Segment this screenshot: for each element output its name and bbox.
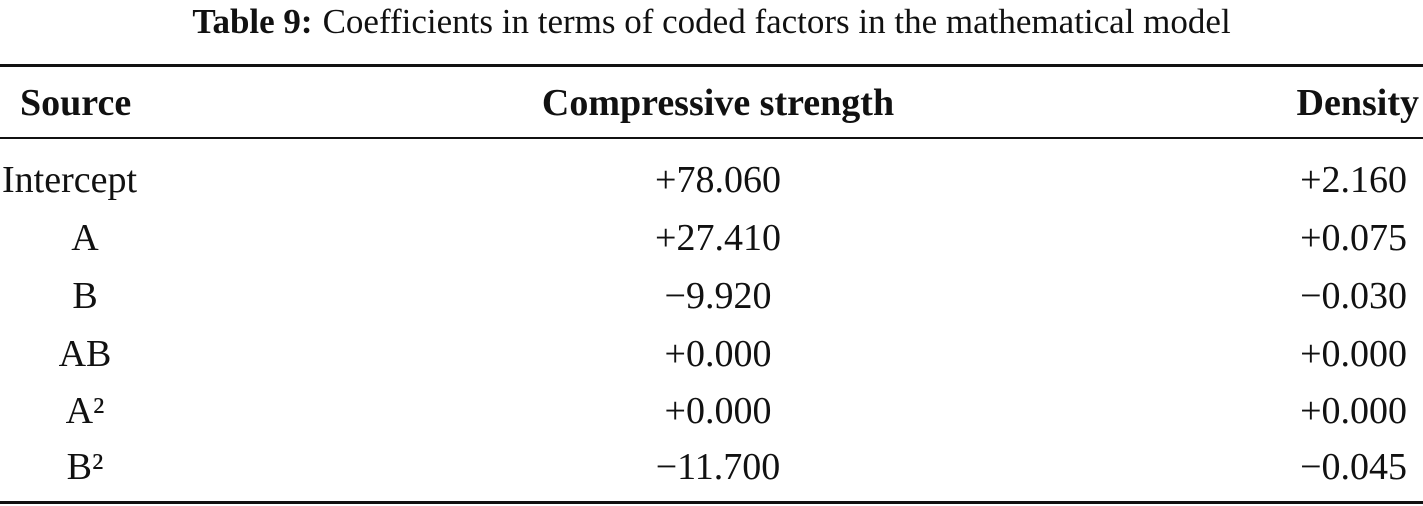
table-cell: +78.060 xyxy=(655,159,781,201)
table-cell: −11.700 xyxy=(655,446,781,488)
table-cell: +0.000 xyxy=(664,390,772,432)
header-rule xyxy=(0,137,1423,139)
table-cell: +0.000 xyxy=(1300,390,1407,432)
row-label: B² xyxy=(66,446,104,488)
bottom-rule xyxy=(0,501,1423,504)
row-label: A xyxy=(71,217,99,259)
row-label: Intercept xyxy=(2,159,138,201)
caption-text: Coefficients in terms of coded factors i… xyxy=(322,2,1231,41)
table-cell: +27.410 xyxy=(655,217,781,259)
row-label: A² xyxy=(65,390,105,432)
table-cell: +0.075 xyxy=(1300,217,1407,259)
top-rule xyxy=(0,64,1423,67)
table-cell: −0.045 xyxy=(1300,446,1407,488)
column-header: Source xyxy=(20,82,132,124)
table-caption: Table 9: Coefficients in terms of coded f… xyxy=(0,0,1423,44)
table-cell: +2.160 xyxy=(1300,159,1407,201)
table-cell: +0.000 xyxy=(664,333,772,375)
caption-label: Table 9: xyxy=(192,2,313,41)
row-label: B xyxy=(72,275,98,317)
table-cell: +0.000 xyxy=(1300,333,1407,375)
table-cell: −0.030 xyxy=(1300,275,1407,317)
row-label: AB xyxy=(58,333,112,375)
column-header: Density xyxy=(1296,82,1419,124)
table-cell: −9.920 xyxy=(664,275,772,317)
column-header: Compressive strength xyxy=(541,82,895,124)
